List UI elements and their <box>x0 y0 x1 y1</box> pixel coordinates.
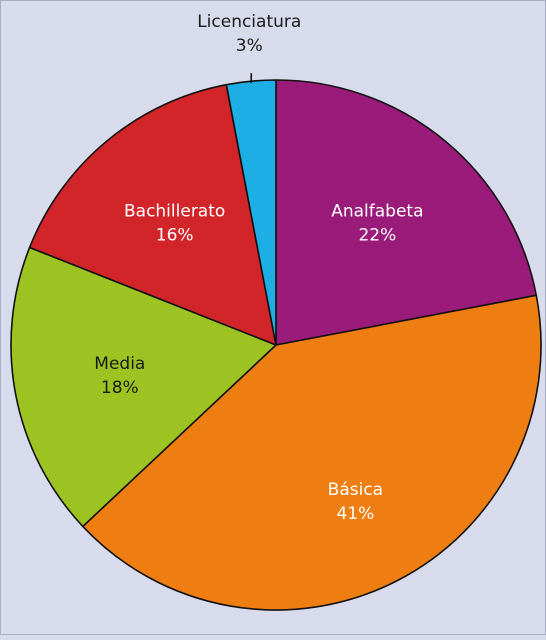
pie-slice-bachillerato <box>28 83 277 346</box>
slice-label-bachillerato: Bachillerato <box>124 201 225 221</box>
pie-labels: Analfabeta 22% Básica 41% Media 18% Bachillera… <box>94 12 423 524</box>
slice-value-licenciatura: 3% <box>236 36 263 56</box>
slice-value-basica: 41% <box>337 504 375 524</box>
slice-label-licenciatura: Licenciatura <box>197 12 301 32</box>
slice-value-media: 18% <box>101 378 139 398</box>
pie-slices <box>10 79 542 611</box>
pie-slice-media <box>10 246 277 528</box>
pie-slice-basica <box>82 294 542 611</box>
slice-label-basica: Básica <box>328 480 383 500</box>
slice-label-analfabeta: Analfabeta <box>331 201 423 221</box>
slice-value-analfabeta: 22% <box>358 225 396 245</box>
pie-slice-analfabeta <box>275 79 538 346</box>
slice-label-media: Media <box>94 354 145 374</box>
slice-value-bachillerato: 16% <box>156 225 194 245</box>
